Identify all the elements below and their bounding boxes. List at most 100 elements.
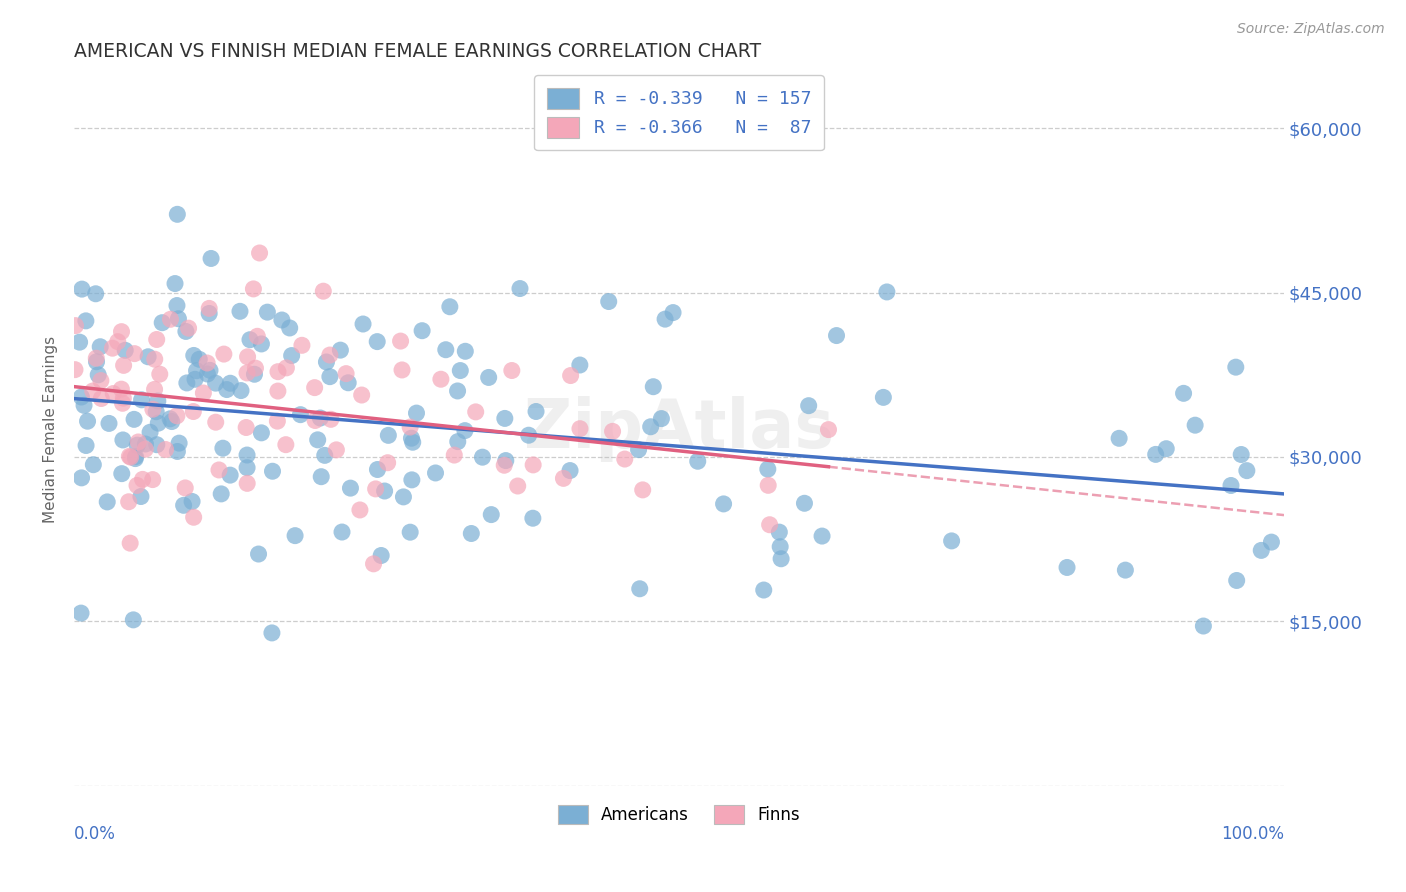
Point — [75, 314, 97, 328]
Point — [236, 460, 259, 475]
Point — [439, 300, 461, 314]
Point — [1056, 560, 1078, 574]
Point — [236, 476, 259, 491]
Point — [319, 348, 342, 362]
Point — [166, 207, 188, 221]
Point — [70, 390, 93, 404]
Point — [1226, 574, 1249, 588]
Point — [506, 479, 529, 493]
Point — [112, 359, 135, 373]
Point — [276, 360, 298, 375]
Point — [75, 438, 97, 452]
Point — [212, 441, 235, 455]
Point — [235, 420, 257, 434]
Point — [1220, 478, 1243, 492]
Point — [1108, 431, 1130, 445]
Point — [335, 367, 357, 381]
Point — [650, 411, 672, 425]
Point — [1225, 360, 1247, 375]
Point — [118, 495, 141, 509]
Point — [63, 362, 86, 376]
Point — [284, 528, 307, 542]
Point — [366, 334, 388, 349]
Point — [87, 368, 110, 382]
Point — [309, 469, 332, 483]
Point — [186, 364, 208, 378]
Text: ZipAtlas: ZipAtlas — [524, 396, 834, 462]
Point — [82, 384, 104, 398]
Point — [411, 324, 433, 338]
Point — [174, 325, 197, 339]
Point — [246, 329, 269, 343]
Point — [229, 304, 252, 318]
Point — [509, 281, 531, 295]
Point — [280, 349, 302, 363]
Point — [65, 318, 87, 333]
Point — [245, 361, 267, 376]
Point — [613, 452, 636, 467]
Point — [219, 468, 242, 483]
Point — [145, 405, 167, 419]
Point — [134, 442, 156, 457]
Point — [166, 409, 188, 423]
Legend: Americans, Finns: Americans, Finns — [551, 798, 807, 830]
Point — [315, 355, 337, 369]
Point — [184, 372, 207, 386]
Point — [155, 442, 177, 457]
Point — [122, 613, 145, 627]
Point — [148, 416, 170, 430]
Point — [250, 425, 273, 440]
Point — [392, 490, 415, 504]
Point — [402, 435, 425, 450]
Text: 100.0%: 100.0% — [1220, 825, 1284, 843]
Point — [446, 384, 468, 398]
Point — [262, 464, 284, 478]
Point — [1184, 418, 1206, 433]
Point — [143, 383, 166, 397]
Point — [464, 405, 486, 419]
Point — [374, 483, 396, 498]
Point — [84, 286, 107, 301]
Point — [89, 340, 111, 354]
Point — [127, 438, 149, 452]
Point — [401, 473, 423, 487]
Point — [159, 412, 181, 426]
Point — [173, 498, 195, 512]
Point — [654, 312, 676, 326]
Point — [643, 380, 665, 394]
Point — [449, 363, 471, 377]
Point — [1114, 563, 1136, 577]
Point — [146, 394, 169, 409]
Point — [111, 433, 134, 447]
Point — [817, 423, 839, 437]
Point — [166, 299, 188, 313]
Point — [103, 386, 125, 401]
Point — [631, 483, 654, 497]
Point — [752, 582, 775, 597]
Point — [143, 352, 166, 367]
Point — [229, 384, 252, 398]
Point — [125, 478, 148, 492]
Point — [941, 533, 963, 548]
Point — [443, 448, 465, 462]
Point — [307, 433, 329, 447]
Point — [110, 325, 132, 339]
Point — [127, 434, 149, 449]
Point — [364, 482, 387, 496]
Point — [84, 351, 107, 366]
Point — [270, 313, 292, 327]
Point — [122, 412, 145, 426]
Point — [110, 382, 132, 396]
Point — [553, 471, 575, 485]
Point — [391, 363, 413, 377]
Point — [198, 306, 221, 320]
Point — [236, 448, 259, 462]
Point — [236, 366, 259, 380]
Point — [167, 311, 190, 326]
Point — [325, 442, 347, 457]
Point — [266, 414, 288, 428]
Point — [129, 490, 152, 504]
Point — [111, 396, 134, 410]
Point — [120, 450, 142, 464]
Point — [146, 438, 169, 452]
